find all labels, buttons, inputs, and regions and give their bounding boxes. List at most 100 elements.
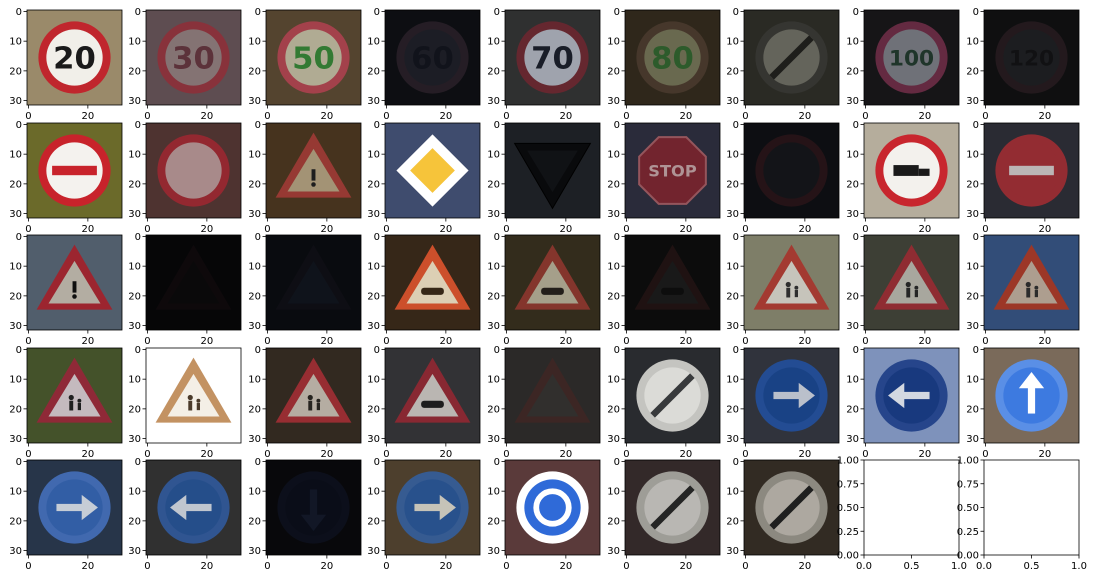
x-tick-label: 0 [742,224,748,235]
y-tick-label: 0 [135,457,141,468]
y-tick-label: 0 [853,345,859,356]
y-tick-label: 10 [487,37,500,48]
y-tick-label: 20 [966,291,979,302]
svg-text:50: 50 [292,42,335,77]
x-tick-label: 20 [1038,449,1051,460]
y-tick-label: 0 [255,345,261,356]
y-tick-label: 20 [248,291,261,302]
y-tick-label: 20 [607,179,620,190]
y-tick-label: 30 [487,321,500,332]
x-tick-label: 20 [918,111,931,122]
y-tick-label: 0.75 [957,479,979,490]
y-tick-label: 20 [367,404,380,415]
y-tick-label: 30 [966,434,979,445]
y-tick-label: 20 [846,179,859,190]
y-tick-label: 0 [374,232,380,243]
y-tick-label: 30 [966,96,979,107]
y-tick-label: 0.50 [837,503,859,514]
y-tick-label: 30 [9,546,22,557]
y-tick-label: 0 [135,345,141,356]
y-tick-label: 30 [248,546,261,557]
y-tick-label: 20 [607,66,620,77]
x-tick-label: 20 [320,561,333,572]
y-tick-label: 0 [614,232,620,243]
svg-text:120: 120 [1009,46,1054,71]
y-tick-label: 0 [494,457,500,468]
y-tick-label: 20 [607,291,620,302]
x-tick-label: 20 [679,336,692,347]
x-tick-label: 20 [918,449,931,460]
x-tick-label: 0 [25,449,31,460]
x-tick-label: 20 [798,561,811,572]
x-tick-label: 0 [383,336,389,347]
x-tick-label: 0 [982,224,988,235]
x-tick-label: 20 [200,224,213,235]
y-tick-label: 20 [367,179,380,190]
y-tick-label: 0 [374,120,380,131]
x-tick-label: 0 [982,449,988,460]
x-tick-label: 20 [320,336,333,347]
y-tick-label: 0 [494,232,500,243]
x-tick-label: 20 [798,111,811,122]
y-tick-label: 0 [973,232,979,243]
y-tick-label: 30 [487,546,500,557]
y-tick-label: 10 [966,37,979,48]
x-tick-label: 0 [383,561,389,572]
y-tick-label: 0 [853,120,859,131]
x-tick-label: 20 [81,561,94,572]
y-tick-label: 20 [966,66,979,77]
x-tick-label: 0 [144,336,150,347]
y-tick-label: 20 [9,404,22,415]
x-tick-label: 20 [679,561,692,572]
y-tick-label: 20 [726,404,739,415]
y-tick-label: 20 [726,291,739,302]
y-tick-label: 20 [607,404,620,415]
y-tick-label: 20 [128,516,141,527]
y-tick-label: 10 [9,487,22,498]
y-tick-label: 0 [374,457,380,468]
y-tick-label: 10 [607,262,620,273]
y-tick-label: 0 [494,7,500,18]
y-tick-label: 20 [846,291,859,302]
y-tick-label: 20 [487,404,500,415]
y-tick-label: 10 [9,262,22,273]
y-tick-label: 30 [367,434,380,445]
y-tick-label: 30 [846,434,859,445]
x-tick-label: 20 [798,449,811,460]
x-tick-label: 0 [623,561,629,572]
y-tick-label: 10 [248,262,261,273]
y-tick-label: 10 [726,375,739,386]
y-tick-label: 0 [614,7,620,18]
x-tick-label: 20 [439,336,452,347]
y-tick-label: 20 [9,516,22,527]
y-tick-label: 20 [846,66,859,77]
x-tick-label: 20 [439,561,452,572]
x-tick-label: 20 [320,224,333,235]
y-tick-label: 30 [607,434,620,445]
y-tick-label: 0 [733,457,739,468]
y-tick-label: 10 [726,37,739,48]
x-tick-label: 20 [679,111,692,122]
y-tick-label: 10 [846,37,859,48]
y-tick-label: 30 [487,209,500,220]
y-tick-label: 30 [607,546,620,557]
y-tick-label: 30 [607,96,620,107]
x-tick-label: 20 [439,111,452,122]
x-tick-label: 0 [623,111,629,122]
y-tick-label: 10 [607,375,620,386]
y-tick-label: 0.25 [957,527,979,538]
y-tick-label: 20 [487,291,500,302]
y-tick-label: 20 [248,179,261,190]
